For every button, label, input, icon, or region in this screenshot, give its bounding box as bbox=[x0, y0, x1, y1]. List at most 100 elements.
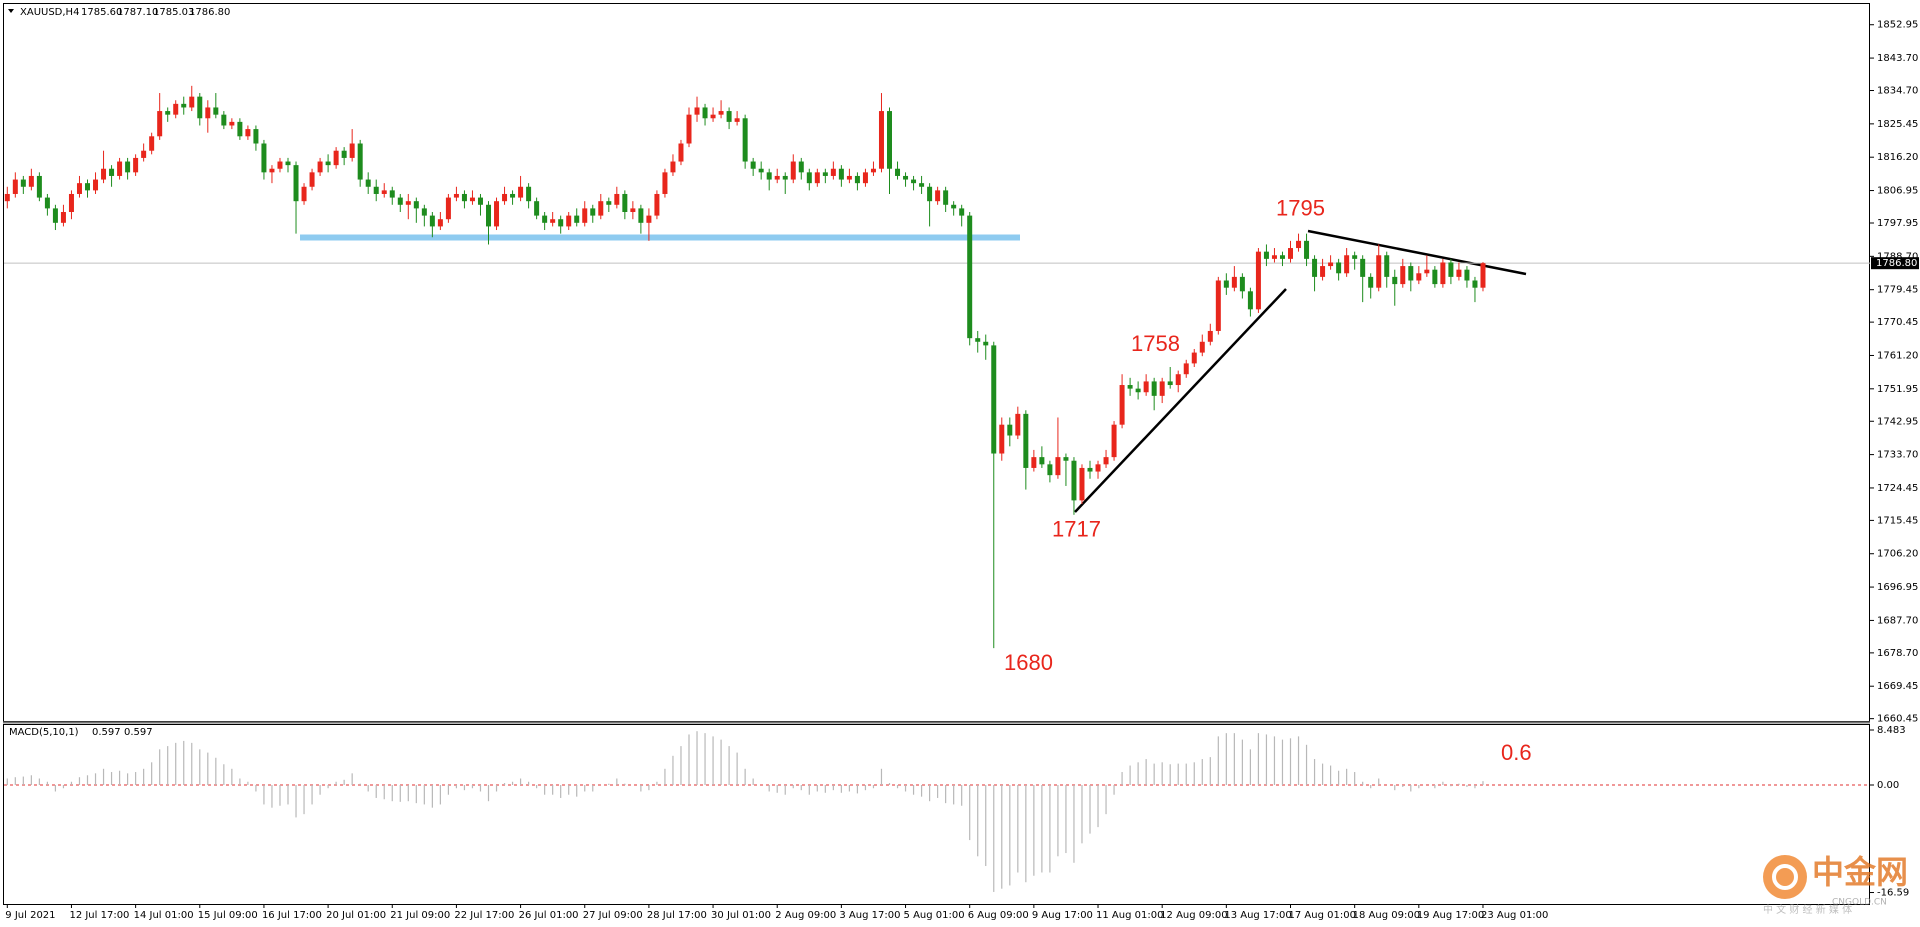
candle-body bbox=[1055, 457, 1061, 476]
candle-body bbox=[1336, 262, 1342, 274]
candle-body bbox=[830, 168, 836, 176]
candle-body bbox=[437, 219, 443, 227]
price-annotation: 1795 bbox=[1276, 195, 1325, 220]
macd-readout: 0.597 bbox=[124, 727, 153, 738]
candle-body bbox=[935, 190, 941, 202]
candle-body bbox=[983, 341, 989, 346]
candle-body bbox=[85, 183, 90, 191]
candle-body bbox=[68, 193, 74, 212]
candle-body bbox=[870, 168, 876, 173]
watermark-logo bbox=[1763, 855, 1807, 899]
candle-body bbox=[469, 197, 475, 202]
candle-body bbox=[325, 161, 331, 166]
candle-body bbox=[429, 215, 435, 227]
candle-body bbox=[702, 107, 708, 119]
x-tick-label: 12 Aug 09:00 bbox=[1160, 910, 1227, 921]
x-tick-label: 3 Aug 17:00 bbox=[839, 910, 900, 921]
candle-body bbox=[710, 114, 716, 119]
symbol: XAUUSD,H4 bbox=[20, 7, 79, 18]
candle-body bbox=[774, 175, 780, 180]
y-tick-label: 1834.70 bbox=[1877, 86, 1918, 97]
candle-body bbox=[806, 172, 812, 184]
candle-body bbox=[1223, 280, 1229, 288]
candle-body bbox=[4, 193, 10, 202]
candle-body bbox=[285, 161, 291, 166]
candle-body bbox=[1320, 266, 1326, 277]
candle-body bbox=[1296, 240, 1302, 249]
header-arrow bbox=[8, 9, 14, 13]
candle-body bbox=[1199, 341, 1205, 353]
macd-readout: 0.597 bbox=[92, 727, 121, 738]
candle-body bbox=[1071, 460, 1077, 501]
candle-body bbox=[76, 183, 82, 194]
candle-body bbox=[1255, 251, 1261, 310]
candle-body bbox=[12, 179, 18, 194]
x-tick-label: 28 Jul 17:00 bbox=[647, 910, 707, 921]
candle-body bbox=[1023, 413, 1029, 468]
watermark-domain: CNGOLD.CN bbox=[1832, 898, 1887, 908]
candle-body bbox=[93, 179, 99, 191]
candle-body bbox=[574, 215, 580, 223]
candle-body bbox=[245, 129, 251, 137]
candle-body bbox=[614, 193, 620, 205]
candle-body bbox=[510, 193, 516, 198]
candle-body bbox=[502, 193, 508, 202]
candle-body bbox=[1103, 457, 1109, 465]
candle-body bbox=[44, 197, 50, 209]
y-tick-label: 1761.20 bbox=[1877, 350, 1918, 361]
candle-body bbox=[903, 175, 909, 180]
candle-body bbox=[461, 193, 467, 202]
candle-body bbox=[798, 161, 804, 173]
candle-body bbox=[397, 197, 403, 205]
y-tick-label: 8.483 bbox=[1877, 725, 1906, 736]
x-tick-label: 9 Aug 17:00 bbox=[1032, 910, 1093, 921]
candle-body bbox=[36, 175, 42, 198]
candle-body bbox=[1159, 381, 1165, 396]
y-tick-label: -16.59 bbox=[1877, 888, 1909, 899]
candle-body bbox=[1143, 381, 1149, 393]
candle-body bbox=[991, 345, 997, 454]
candle-body bbox=[846, 175, 852, 180]
candle-body bbox=[718, 111, 724, 115]
candle-body bbox=[766, 172, 772, 180]
candle-body bbox=[943, 190, 949, 205]
candle-body bbox=[542, 215, 548, 223]
current-price-label: 1786.80 bbox=[1876, 258, 1917, 269]
y-tick-label: 1696.95 bbox=[1877, 582, 1918, 593]
candle-body bbox=[670, 161, 676, 173]
candle-body bbox=[646, 215, 652, 223]
candle-body bbox=[133, 157, 139, 173]
candle-body bbox=[477, 197, 483, 205]
candle-body bbox=[293, 165, 299, 202]
x-tick-label: 2 Aug 09:00 bbox=[775, 910, 836, 921]
candle-body bbox=[638, 208, 644, 223]
y-tick-label: 1733.70 bbox=[1877, 450, 1918, 461]
candle-body bbox=[814, 172, 820, 184]
candle-body bbox=[1111, 424, 1117, 458]
candle-body bbox=[1376, 255, 1382, 288]
candle-body bbox=[534, 201, 540, 216]
candle-body bbox=[694, 107, 700, 115]
candle-body bbox=[253, 129, 259, 144]
candle-body bbox=[1047, 464, 1053, 476]
candle-body bbox=[750, 161, 756, 169]
price-annotation: 1758 bbox=[1131, 331, 1180, 356]
watermark-logo-ring bbox=[1772, 864, 1798, 890]
candle-body bbox=[389, 190, 395, 198]
candle-body bbox=[261, 143, 267, 173]
y-tick-label: 1706.20 bbox=[1877, 549, 1918, 560]
candle-body bbox=[1215, 280, 1221, 331]
x-tick-label: 23 Aug 01:00 bbox=[1481, 910, 1548, 921]
uptrend-line bbox=[1074, 288, 1287, 513]
price-annotation: 1717 bbox=[1052, 517, 1101, 542]
candle-body bbox=[277, 161, 283, 169]
candle-body bbox=[1271, 255, 1277, 259]
candle-body bbox=[686, 114, 692, 144]
candle-body bbox=[173, 103, 179, 115]
candle-body bbox=[1239, 276, 1245, 292]
x-tick-label: 5 Aug 01:00 bbox=[904, 910, 965, 921]
candle-body bbox=[734, 118, 740, 122]
y-tick-label: 1660.45 bbox=[1877, 714, 1918, 725]
candle-body bbox=[518, 186, 524, 198]
x-tick-label: 15 Jul 09:00 bbox=[198, 910, 258, 921]
